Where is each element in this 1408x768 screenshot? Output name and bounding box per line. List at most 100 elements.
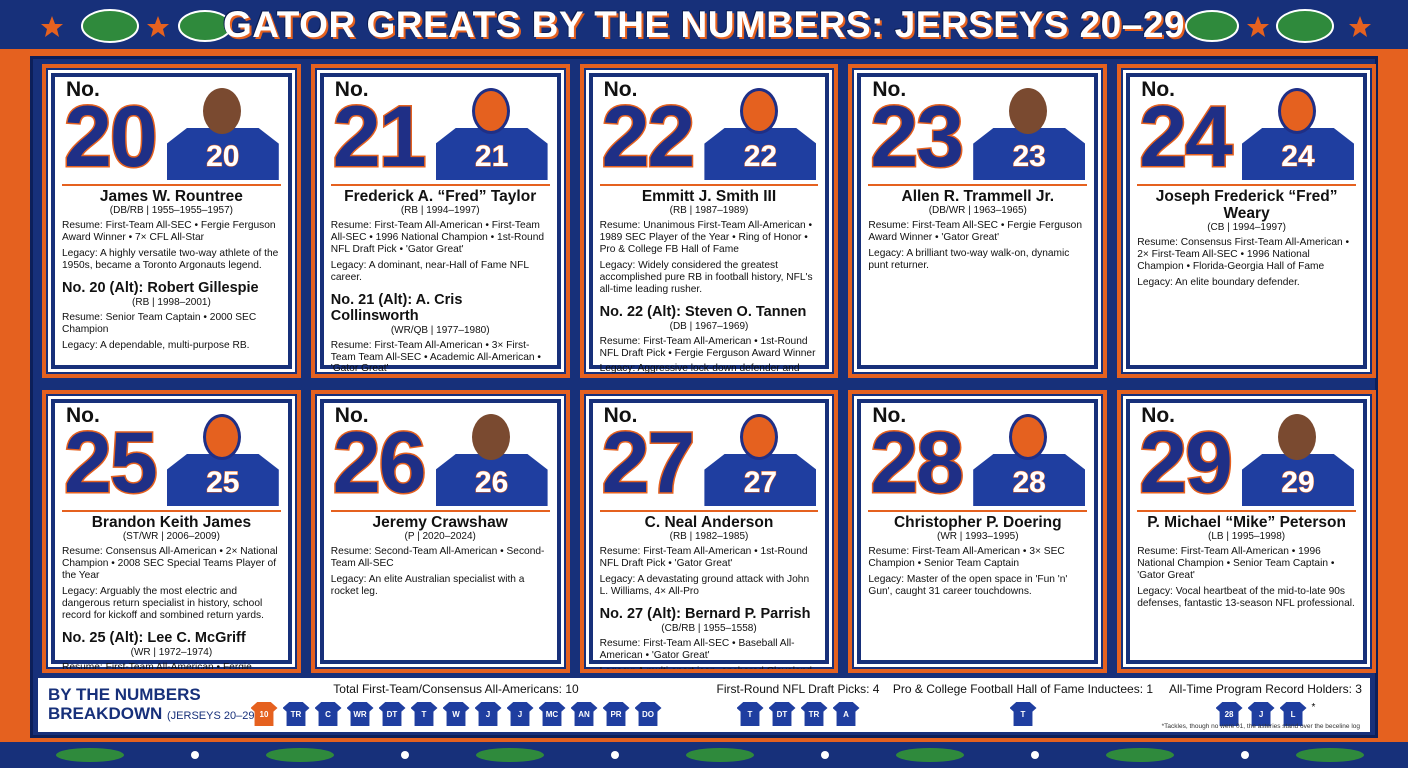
portrait-torso [166, 128, 279, 180]
resume: Resume: First-Team All-American • 1st-Ro… [599, 546, 808, 569]
page-title: GATOR GREATS BY THE NUMBERS: JERSEYS 20–… [223, 4, 1185, 45]
card-body: Joseph Frederick “Fred” Weary (CB | 1994–… [1137, 184, 1356, 289]
jersey-icon: DT [378, 702, 406, 726]
jersey-number: 25 [63, 415, 160, 511]
alt-player-name: No. 25 (Alt): Lee C. McGriff [62, 629, 246, 646]
player-portrait: 28 [973, 408, 1086, 506]
player-portrait: 23 [973, 82, 1086, 180]
no-label: No. [66, 78, 100, 101]
jersey-icon: J [474, 702, 502, 726]
jersey-icon: W [442, 702, 470, 726]
card-body: Christopher P. Doering (WR | 1993–1995) Re… [868, 510, 1088, 598]
resume: Resume: Consensus All-American • 2× Nati… [62, 546, 278, 581]
player-portrait: 29 [1241, 408, 1354, 506]
resume: Resume: Consensus First-Team All-America… [1137, 237, 1350, 272]
jersey-icon: L [1279, 702, 1307, 726]
jersey-icon: J [506, 702, 534, 726]
legacy: Legacy: A dominant, near-Hall of Fame NF… [330, 259, 529, 283]
stat-group: First-Round NFL Draft Picks: 4 T DT TR A [708, 682, 888, 726]
jersey-row: T [888, 702, 1158, 726]
alt-player-position: (CB/RB | 1955–1558) [661, 622, 757, 634]
player-portrait: 20 [166, 82, 279, 180]
card-body: C. Neal Anderson (RB | 1982–1985) Resume: … [599, 510, 819, 669]
jersey-icon: T [736, 702, 764, 726]
portrait-jersey-number: 24 [1281, 140, 1315, 174]
player-portrait: 22 [704, 82, 817, 180]
legacy: Legacy: Widely considered the greatest a… [599, 259, 813, 295]
player-name: James W. Rountree [99, 188, 243, 205]
portrait-head [1277, 88, 1316, 134]
player-card: No. 27 27 C. Neal Anderson (RB | 1982–1985) R… [579, 390, 839, 673]
player-position: (CB | 1994–1997) [1207, 222, 1286, 234]
player-card: No. 25 25 Brandon Keith James (ST/WR | 2006–… [42, 390, 301, 673]
jersey-number: 26 [331, 415, 428, 511]
player-portrait: 27 [704, 408, 817, 506]
heading-line: BY THE NUMBERS [48, 685, 201, 704]
portrait-jersey-number: 26 [474, 466, 509, 500]
jersey-number: 21 [331, 89, 428, 185]
portrait-torso [435, 128, 548, 180]
alt-resume: Resume: First-Team All-American • Fergie… [62, 661, 252, 673]
player-position: (RB | 1987–1989) [669, 205, 749, 217]
stat-label: Total First-Team/Consensus All-Americans… [333, 682, 579, 696]
alt-legacy: Legacy: Aggressive lock-down defender an… [599, 363, 800, 375]
portrait-torso [1241, 128, 1354, 180]
player-position: (WR | 1993–1995) [937, 531, 1019, 543]
note-mark: * [1311, 702, 1316, 713]
portrait-jersey-number: 20 [206, 140, 240, 174]
stat-group: Pro & College Football Hall of Fame Indu… [888, 682, 1158, 726]
player-position: (P | 2020–2024) [404, 531, 476, 543]
portrait-jersey-number: 22 [743, 140, 778, 174]
portrait-head [202, 88, 241, 134]
resume: Resume: First-Team All-American • 3× SEC… [868, 546, 1065, 569]
jersey-icon: MC [538, 702, 566, 726]
legacy: Legacy: Arguably the most electric and d… [62, 585, 264, 621]
portrait-jersey-number: 21 [474, 140, 509, 174]
jersey-row: 28 J L * [1163, 702, 1368, 726]
legacy: Legacy: An elite boundary defender. [1137, 276, 1300, 288]
portrait-head [740, 88, 779, 134]
stat-label: First-Round NFL Draft Picks: 4 [716, 682, 880, 696]
jersey-icon: 10 [250, 702, 278, 726]
player-card: No. 20 20 James W. Rountree (DB/RB | 1955–19… [42, 64, 301, 378]
no-label: No. [603, 404, 638, 427]
resume: Resume: First-Team All-SEC • Fergie Ferg… [868, 220, 1082, 243]
no-label: No. [603, 78, 638, 101]
alt-resume: Resume: Senior Team Captain • 2000 SEC C… [62, 311, 257, 335]
portrait-jersey-number: 25 [206, 466, 240, 500]
card-grid: No. 20 20 James W. Rountree (DB/RB | 1955–19… [42, 64, 1376, 673]
jersey-icon: TR [282, 702, 310, 726]
footnote: *Tackles, though no were 01, the asterie… [1161, 723, 1360, 730]
player-position: (RB | 1982–1985) [669, 531, 749, 543]
stat-label: All-Time Program Record Holders: 3 [1169, 682, 1362, 696]
alt-resume: Resume: First-Team All-American • 1st-Ro… [599, 335, 816, 359]
portrait-torso [1241, 454, 1354, 506]
player-portrait: 21 [435, 82, 548, 180]
resume: Resume: Unanimous First-Team All-America… [599, 220, 813, 255]
jersey-number: 20 [63, 89, 160, 185]
stat-label: Pro & College Football Hall of Fame Indu… [892, 682, 1154, 696]
no-label: No. [334, 78, 369, 101]
player-portrait: 26 [435, 408, 548, 506]
portrait-torso [435, 454, 548, 506]
alt-player-name: No. 20 (Alt): Robert Gillespie [62, 279, 259, 296]
player-name: C. Neal Anderson [644, 514, 774, 531]
portrait-torso [973, 454, 1086, 506]
legacy: Legacy: An elite Australian specialist w… [330, 573, 525, 597]
portrait-jersey-number: 29 [1281, 466, 1315, 500]
legacy: Legacy: A highly versatile two-way athle… [62, 247, 279, 271]
portrait-head [471, 88, 510, 134]
jersey-icon: DT [768, 702, 796, 726]
jersey-icon: T [410, 702, 438, 726]
card-body: Brandon Keith James (ST/WR | 2006–2009) Re… [62, 510, 281, 673]
portrait-head [1009, 88, 1048, 134]
jersey-icon: DO [634, 702, 662, 726]
alt-player-name: No. 27 (Alt): Bernard P. Parrish [599, 605, 811, 622]
player-portrait: 25 [166, 408, 279, 506]
player-name: Brandon Keith James [91, 514, 252, 531]
player-position: (DB/RB | 1955–1955–1957) [109, 205, 234, 217]
portrait-head [1009, 414, 1048, 460]
heading-sub: (JERSEYS 20–29): [167, 709, 262, 722]
player-position: (LB | 1995–1998) [1208, 531, 1286, 543]
